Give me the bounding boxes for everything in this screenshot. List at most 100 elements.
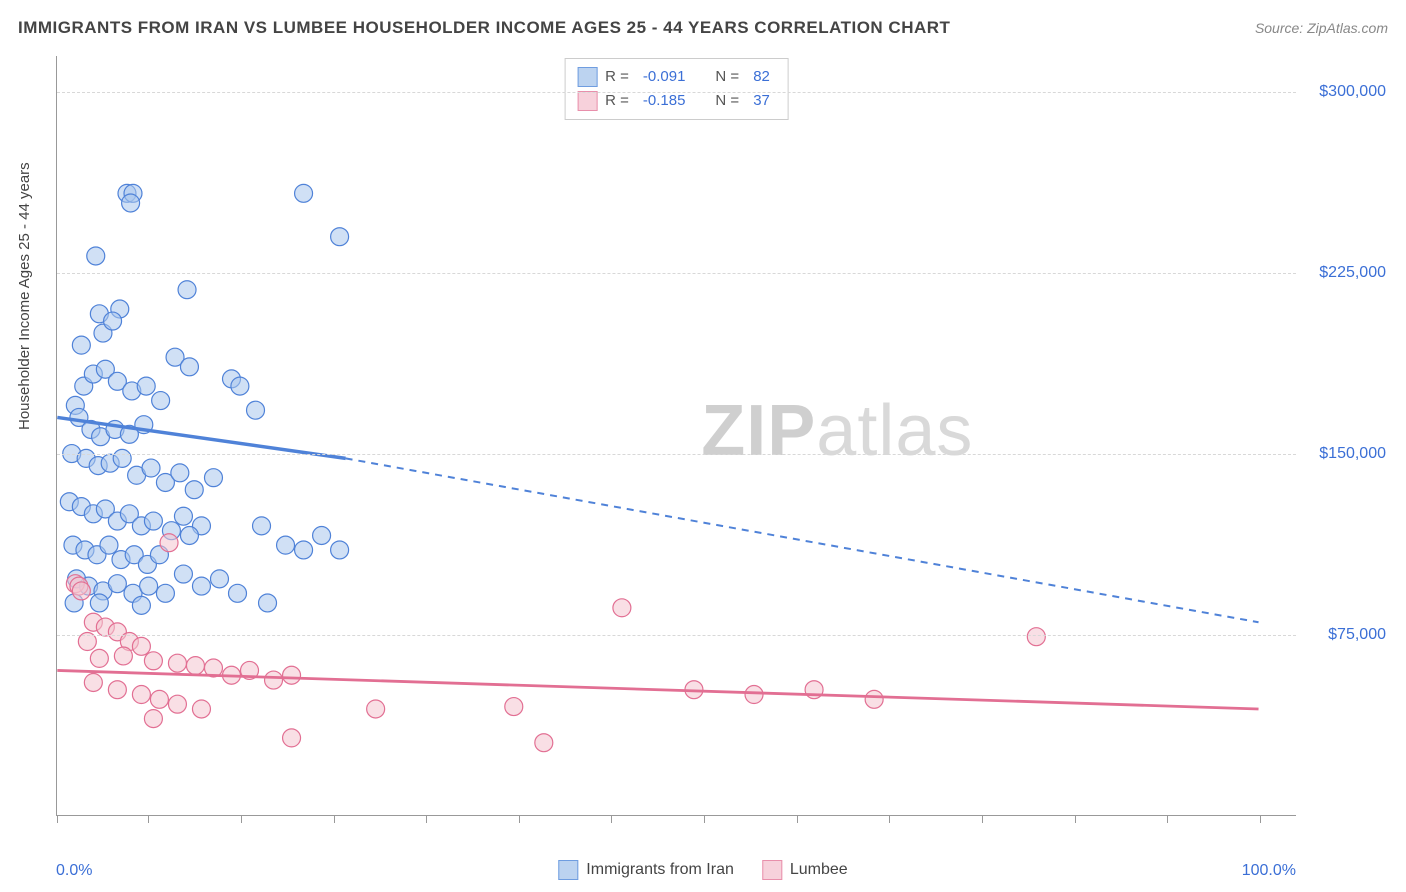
legend-label-iran: Immigrants from Iran	[586, 861, 734, 879]
data-point-lumbee	[186, 657, 204, 675]
data-point-lumbee	[108, 681, 126, 699]
data-point-iran	[152, 392, 170, 410]
series-legend: Immigrants from Iran Lumbee	[558, 860, 847, 880]
data-point-lumbee	[283, 666, 301, 684]
data-point-iran	[313, 527, 331, 545]
x-axis-max: 100.0%	[1242, 862, 1296, 880]
data-point-lumbee	[865, 690, 883, 708]
x-tick	[889, 815, 890, 823]
swatch-lumbee	[762, 860, 782, 880]
x-tick	[57, 815, 58, 823]
data-point-lumbee	[168, 654, 186, 672]
x-tick	[241, 815, 242, 823]
data-point-lumbee	[1027, 628, 1045, 646]
x-tick	[519, 815, 520, 823]
data-point-iran	[156, 584, 174, 602]
data-point-iran	[171, 464, 189, 482]
data-point-lumbee	[613, 599, 631, 617]
data-point-lumbee	[535, 734, 553, 752]
plot-area: ZIPatlas R = -0.091 N = 82 R = -0.185 N …	[56, 56, 1296, 816]
data-point-iran	[72, 336, 90, 354]
data-point-lumbee	[192, 700, 210, 718]
y-tick-label: $300,000	[1301, 83, 1386, 101]
legend-item-lumbee: Lumbee	[762, 860, 848, 880]
data-point-lumbee	[144, 710, 162, 728]
data-point-iran	[137, 377, 155, 395]
data-point-iran	[108, 575, 126, 593]
gridline	[57, 635, 1296, 636]
x-tick	[334, 815, 335, 823]
x-axis-min: 0.0%	[56, 862, 92, 880]
data-point-lumbee	[132, 637, 150, 655]
data-point-lumbee	[745, 686, 763, 704]
y-tick-label: $75,000	[1301, 626, 1386, 644]
regression-line-lumbee	[57, 670, 1258, 709]
x-tick	[1075, 815, 1076, 823]
data-point-iran	[180, 527, 198, 545]
source-label: Source: ZipAtlas.com	[1255, 20, 1388, 36]
scatter-svg	[57, 56, 1296, 815]
gridline	[57, 273, 1296, 274]
data-point-iran	[229, 584, 247, 602]
data-point-iran	[87, 247, 105, 265]
gridline	[57, 454, 1296, 455]
regression-line-dashed-iran	[346, 458, 1259, 622]
data-point-iran	[90, 594, 108, 612]
data-point-iran	[231, 377, 249, 395]
x-tick	[797, 815, 798, 823]
data-point-lumbee	[150, 690, 168, 708]
data-point-iran	[174, 565, 192, 583]
x-tick	[704, 815, 705, 823]
data-point-lumbee	[367, 700, 385, 718]
data-point-iran	[122, 194, 140, 212]
data-point-lumbee	[132, 686, 150, 704]
data-point-iran	[100, 536, 118, 554]
data-point-iran	[192, 577, 210, 595]
data-point-iran	[180, 358, 198, 376]
data-point-iran	[174, 507, 192, 525]
title-bar: IMMIGRANTS FROM IRAN VS LUMBEE HOUSEHOLD…	[18, 18, 1388, 38]
data-point-iran	[140, 577, 158, 595]
data-point-iran	[204, 469, 222, 487]
data-point-iran	[185, 481, 203, 499]
x-tick	[148, 815, 149, 823]
data-point-iran	[142, 459, 160, 477]
y-tick-label: $150,000	[1301, 445, 1386, 463]
x-tick	[982, 815, 983, 823]
data-point-lumbee	[144, 652, 162, 670]
x-tick	[611, 815, 612, 823]
gridline	[57, 92, 1296, 93]
data-point-lumbee	[283, 729, 301, 747]
data-point-iran	[331, 228, 349, 246]
data-point-lumbee	[72, 582, 90, 600]
data-point-iran	[247, 401, 265, 419]
data-point-lumbee	[160, 534, 178, 552]
x-tick	[1260, 815, 1261, 823]
data-point-lumbee	[505, 698, 523, 716]
chart-title: IMMIGRANTS FROM IRAN VS LUMBEE HOUSEHOLD…	[18, 18, 950, 38]
data-point-iran	[132, 596, 150, 614]
x-tick	[1167, 815, 1168, 823]
data-point-iran	[259, 594, 277, 612]
data-point-lumbee	[84, 673, 102, 691]
data-point-iran	[295, 184, 313, 202]
data-point-iran	[104, 312, 122, 330]
swatch-iran	[558, 860, 578, 880]
data-point-iran	[113, 449, 131, 467]
legend-item-iran: Immigrants from Iran	[558, 860, 734, 880]
x-tick	[426, 815, 427, 823]
y-tick-label: $225,000	[1301, 264, 1386, 282]
data-point-iran	[253, 517, 271, 535]
data-point-lumbee	[265, 671, 283, 689]
data-point-lumbee	[90, 649, 108, 667]
data-point-iran	[331, 541, 349, 559]
data-point-lumbee	[168, 695, 186, 713]
data-point-iran	[144, 512, 162, 530]
legend-label-lumbee: Lumbee	[790, 861, 848, 879]
data-point-lumbee	[114, 647, 132, 665]
data-point-iran	[277, 536, 295, 554]
y-axis-label: Householder Income Ages 25 - 44 years	[16, 162, 33, 430]
data-point-iran	[210, 570, 228, 588]
data-point-iran	[178, 281, 196, 299]
data-point-iran	[295, 541, 313, 559]
